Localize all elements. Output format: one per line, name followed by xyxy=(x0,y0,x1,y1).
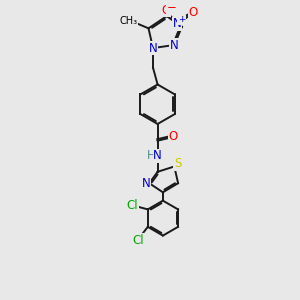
Text: S: S xyxy=(174,157,181,170)
Text: H: H xyxy=(147,148,156,162)
Text: +: + xyxy=(178,15,185,24)
Text: N: N xyxy=(142,178,150,190)
Text: N: N xyxy=(149,41,158,55)
Text: N: N xyxy=(153,149,162,162)
Text: CH₃: CH₃ xyxy=(120,16,138,26)
Text: O: O xyxy=(188,6,197,19)
Text: Cl: Cl xyxy=(126,199,138,212)
Text: N: N xyxy=(173,17,182,30)
Text: −: − xyxy=(167,1,176,14)
Text: O: O xyxy=(161,4,171,16)
Text: N: N xyxy=(170,38,179,52)
Text: O: O xyxy=(169,130,178,143)
Text: Cl: Cl xyxy=(133,234,145,247)
